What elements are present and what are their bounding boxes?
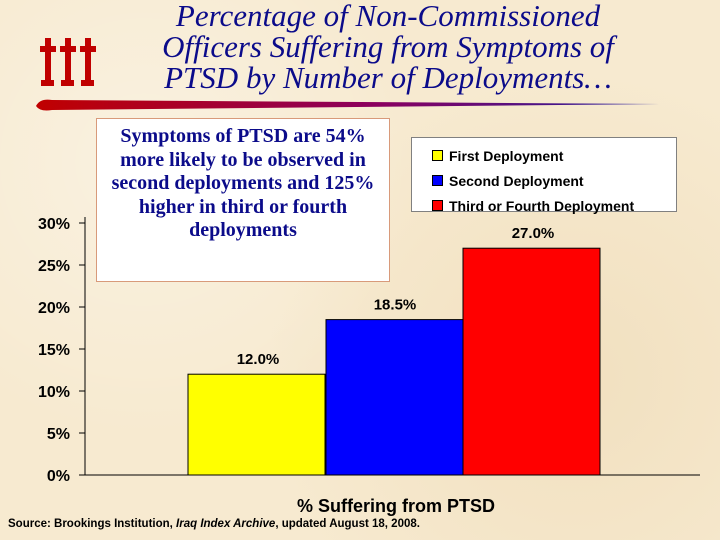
- source-note: Source: Brookings Institution, Iraq Inde…: [8, 518, 420, 530]
- legend-item-first: First Deployment: [432, 143, 676, 168]
- source-prefix: Source: Brookings Institution,: [8, 518, 177, 530]
- bar: [325, 319, 464, 476]
- y-tick-label: 25%: [38, 258, 70, 275]
- legend-swatch-second: [432, 175, 443, 186]
- callout-text: Symptoms of PTSD are 54% more likely to …: [111, 125, 375, 241]
- title-block: Percentage of Non-Commissioned Officers …: [0, 0, 720, 112]
- title-rule: [36, 99, 660, 111]
- page-title: Percentage of Non-Commissioned Officers …: [108, 0, 668, 93]
- x-axis-label: % Suffering from PTSD: [297, 496, 495, 516]
- legend-swatch-third: [432, 200, 443, 211]
- data-label: 27.0%: [512, 225, 555, 242]
- y-tick-label: 15%: [38, 342, 70, 359]
- legend-item-second: Second Deployment: [432, 168, 676, 193]
- bar: [462, 247, 601, 476]
- y-tick-label: 0%: [47, 468, 70, 485]
- data-label: 18.5%: [374, 297, 417, 314]
- title-line-3: PTSD by Number of Deployments…: [164, 60, 612, 95]
- data-label: 12.0%: [237, 351, 280, 368]
- source-italic: Iraq Index Archive: [176, 518, 276, 530]
- legend-label-first: First Deployment: [449, 147, 564, 164]
- y-tick-label: 20%: [38, 300, 70, 317]
- callout-box: Symptoms of PTSD are 54% more likely to …: [96, 118, 390, 282]
- y-tick-label: 10%: [38, 384, 70, 401]
- legend-label-third: Third or Fourth Deployment: [449, 197, 635, 214]
- y-tick-label: 30%: [38, 216, 70, 233]
- title-line-2: Officers Suffering from Symptoms of: [162, 29, 614, 64]
- chart-legend: First Deployment Second Deployment Third…: [411, 137, 677, 214]
- y-tick-label: 5%: [47, 426, 70, 443]
- legend-swatch-first: [432, 150, 443, 161]
- logo-icon: [40, 38, 96, 86]
- source-suffix: , updated August 18, 2008.: [275, 518, 420, 530]
- title-line-1: Percentage of Non-Commissioned: [175, 0, 601, 33]
- legend-label-second: Second Deployment: [449, 172, 584, 189]
- legend-item-third: Third or Fourth Deployment: [432, 193, 676, 218]
- bar: [187, 373, 326, 476]
